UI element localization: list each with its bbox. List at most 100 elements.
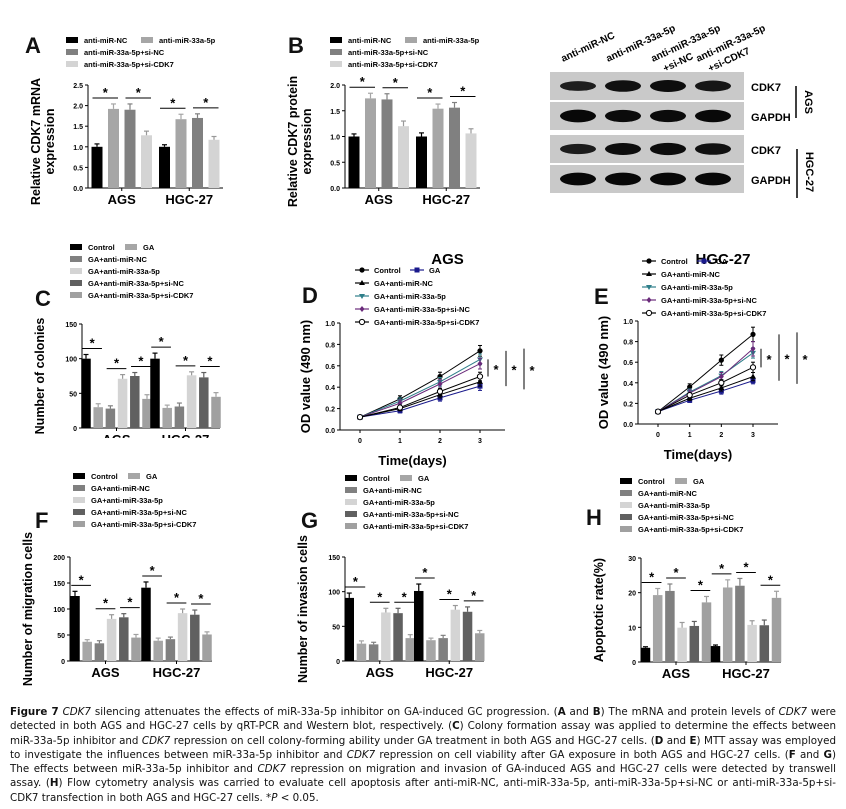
legend-item-anti-mir-33a-5p-si-cdk7: anti-miR-33a-5p+si-CDK7 (330, 60, 438, 69)
legend-label: GA+anti-miR-33a-5p (91, 496, 163, 505)
panel-label-e: E (594, 284, 609, 309)
bar-ags-anti-mir-nc (91, 146, 103, 188)
caption-segment: ) MTT assay was employed to investigate … (10, 734, 836, 761)
y-tick-label: 1.0 (330, 135, 340, 142)
bar-hgc-27-control (710, 646, 721, 662)
chart-e-mtt-hgc27: HGC-27 Control GA GA+anti-miR-NC GA+anti-miR… (596, 251, 808, 462)
series-ga-anti-mir-33a-5p-si-cdk7 (654, 361, 757, 415)
legend-swatch (330, 61, 342, 67)
legend-item-anti-mir-nc: anti-miR-NC (330, 36, 392, 45)
marker-circle (687, 384, 693, 390)
legend-label: GA+anti-miR-33a-5p+si-CDK7 (91, 520, 196, 529)
legend-label: GA+anti-miR-33a-5p+si-NC (363, 510, 459, 519)
legend-label: GA (143, 243, 155, 252)
legend-item-ga-anti-mir-33a-5p-si-cdk7: GA+anti-miR-33a-5p+si-CDK7 (73, 520, 196, 529)
legend: Control GA GA+anti-miR-NC GA+anti-miR-33a-5… (620, 477, 743, 534)
legend-item-ga: GA (697, 257, 728, 266)
y-tick-label: 1.0 (73, 145, 83, 152)
legend: Control GA GA+anti-miR-NC GA+anti-miR-33a-5… (345, 474, 468, 531)
legend-label: GA+anti-miR-33a-5p+si-NC (91, 508, 187, 517)
blot-band (605, 172, 641, 186)
legend-label: GA+anti-miR-NC (363, 486, 423, 495)
y-axis-title: expression (43, 108, 57, 174)
legend-label: GA+anti-miR-33a-5p (374, 292, 446, 301)
y-axis-title: OD value (490 nm) (298, 320, 313, 433)
y-tick-label: 0.2 (623, 401, 633, 408)
bar-ags-control (640, 647, 651, 662)
y-tick-label: 0.6 (325, 364, 335, 371)
bar-ags-ga-anti-mir-33a-5p (677, 627, 687, 662)
blot-band (560, 81, 596, 91)
caption-segment: and (663, 734, 690, 747)
legend-label: GA+anti-miR-33a-5p+si-NC (88, 279, 184, 288)
series-line (359, 363, 481, 418)
y-tick-label: 100 (328, 590, 340, 597)
y-axis: 0 10 20 30 (628, 556, 642, 667)
legend-label: GA (429, 266, 441, 275)
blot-band (605, 143, 641, 155)
legend-item-ga-anti-mir-33a-5p: GA+anti-miR-33a-5p (345, 498, 435, 507)
bar-ags-ga (356, 643, 367, 661)
bar-ags-anti-mir-33a-5p-si-cdk7 (398, 126, 409, 188)
legend-swatch (620, 514, 632, 520)
significance-star: * (136, 85, 142, 100)
legend-item-anti-mir-nc: anti-miR-NC (66, 36, 128, 45)
legend-label: anti-miR-NC (84, 36, 128, 45)
y-tick-label: 0 (336, 659, 340, 666)
bar-hgc-27-anti-mir-33a-5p-si-nc (449, 107, 460, 188)
legend-item-ga-anti-mir-33a-5p: GA+anti-miR-33a-5p (70, 267, 160, 276)
legend-swatch (620, 490, 632, 496)
caption-segment: CDK7 (141, 734, 171, 747)
blot-protein-label: GAPDH (751, 112, 791, 124)
chart-title: HGC-27 (695, 251, 750, 268)
y-axis-title: Relative CDK7 mRNA (29, 78, 43, 205)
caption-segment: B (592, 706, 601, 718)
bar-hgc-27-control (150, 358, 160, 428)
y-axis-title: OD value (490 nm) (596, 316, 611, 429)
legend-item-ga-anti-mir-33a-5p-si-cdk7: GA+anti-miR-33a-5p+si-CDK7 (345, 522, 468, 531)
bar-ags-ga-anti-mir-nc (105, 408, 116, 428)
blot-band (605, 80, 641, 92)
bar-hgc-27-ga (153, 640, 163, 661)
legend-label: GA+anti-miR-33a-5p+si-CDK7 (661, 309, 766, 318)
significance-star: * (103, 596, 109, 611)
bar-hgc-27-ga-anti-mir-nc (174, 406, 185, 428)
y-axis: 0.0 0.5 1.0 1.5 2.0 2.5 (73, 83, 89, 193)
legend-swatch (73, 485, 85, 491)
caption-segment: CDK7 (257, 763, 286, 776)
significance-star: * (719, 561, 725, 576)
legend-item-ga-anti-mir-33a-5p-si-nc: GA+anti-miR-33a-5p+si-NC (620, 513, 734, 522)
bar-hgc-27-anti-mir-33a-5p (175, 119, 187, 188)
legend-item-ga: GA (675, 477, 705, 486)
marker-diamond (646, 297, 652, 303)
legend-label: Control (374, 266, 401, 275)
bar-ags-control (81, 358, 91, 428)
legend-swatch (330, 49, 342, 55)
x-tick-label: 3 (751, 432, 755, 439)
legend-label: GA+anti-miR-NC (88, 255, 148, 264)
bar-ags-anti-mir-33a-5p (365, 98, 376, 188)
bar-hgc-27-ga-anti-mir-33a-5p (186, 375, 197, 428)
series-line (359, 381, 481, 418)
legend-swatch (73, 509, 85, 515)
panel-label-c: C (35, 286, 51, 311)
bar-hgc-27-ga-anti-mir-33a-5p-si-cdk7 (211, 396, 221, 428)
bar-ags-ga (652, 595, 663, 662)
significance-star: * (203, 95, 209, 110)
bar-ags-ga-anti-mir-33a-5p (106, 618, 117, 661)
significance-star: * (802, 352, 808, 367)
x-tick-label: 1 (688, 432, 692, 439)
significance-star: * (377, 589, 383, 604)
marker-open-circle (358, 318, 366, 326)
marker-open-circle (645, 309, 653, 317)
bar-ags-anti-mir-33a-5p-si-nc (381, 99, 393, 188)
y-tick-label: 50 (57, 633, 65, 640)
legend-item-ga-anti-mir-33a-5p-si-cdk7: GA+anti-miR-33a-5p+si-CDK7 (70, 291, 193, 300)
y-tick-label: 200 (53, 555, 65, 562)
significance-star: * (768, 572, 774, 587)
legend-swatch (675, 478, 687, 484)
legend: anti-miR-NC anti-miR-33a-5p anti-miR-33a-5… (66, 36, 216, 69)
legend-swatch (400, 475, 412, 481)
legend-item-anti-mir-33a-5p-si-nc: anti-miR-33a-5p+si-NC (330, 48, 429, 57)
legend-item-ga-anti-mir-nc: GA+anti-miR-NC (345, 486, 423, 495)
